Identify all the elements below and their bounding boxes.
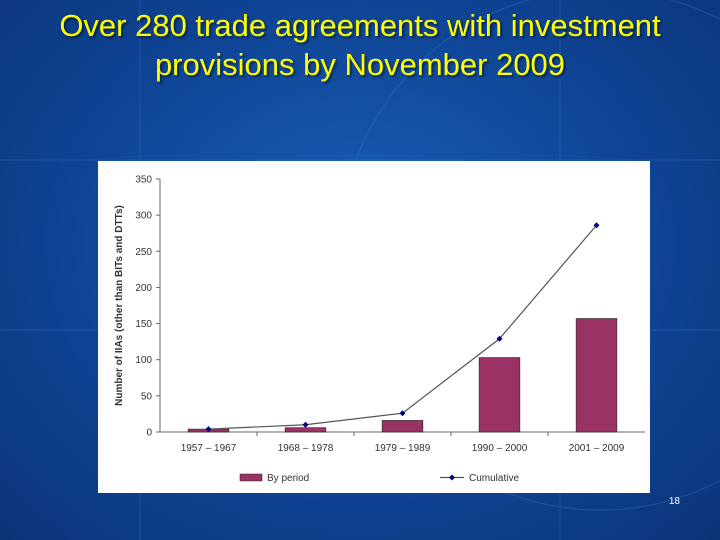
x-tick-label: 1979 – 1989 [375, 443, 431, 454]
chart: 0 50 100 150 200 250 300 350 1957 – 1967 1968 – 1… [114, 175, 645, 484]
point-cumulative [496, 335, 503, 342]
point-cumulative [205, 426, 212, 433]
point-cumulative [302, 421, 309, 428]
slide-title: Over 280 trade agreements with investmen… [59, 8, 661, 82]
point-cumulative [399, 410, 406, 417]
x-tick-label: 2001 – 2009 [569, 443, 625, 454]
bar-by-period [575, 318, 618, 433]
page-number: 18 [668, 496, 680, 507]
legend-label-cumulative: Cumulative [469, 473, 519, 484]
x-tick-label: 1957 – 1967 [181, 443, 237, 454]
x-tick-label: 1990 – 2000 [472, 443, 528, 454]
x-tick-label: 1968 – 1978 [278, 443, 334, 454]
bar-by-period [478, 357, 521, 433]
chart-panel: 0 50 100 150 200 250 300 350 1957 – 1967 1968 – 1… [98, 161, 650, 493]
y-tick-label: 200 [135, 283, 152, 294]
line-cumulative [208, 224, 597, 430]
point-cumulative [593, 222, 600, 229]
bar-by-period [284, 427, 327, 433]
y-axis-label: Number of IIAs (other than BITs and DTTs… [114, 205, 125, 406]
legend-marker-cumulative [449, 474, 455, 481]
legend-label-by-period: By period [267, 473, 309, 484]
y-tick-label: 350 [135, 175, 152, 186]
y-tick-label: 100 [135, 355, 152, 366]
y-tick-label: 50 [141, 391, 153, 402]
y-tick-label: 150 [135, 319, 152, 330]
y-tick-label: 0 [146, 428, 152, 439]
bar-by-period [381, 420, 424, 433]
y-tick-label: 250 [135, 247, 152, 258]
legend-swatch-by-period [239, 473, 263, 482]
y-tick-label: 300 [135, 211, 152, 222]
